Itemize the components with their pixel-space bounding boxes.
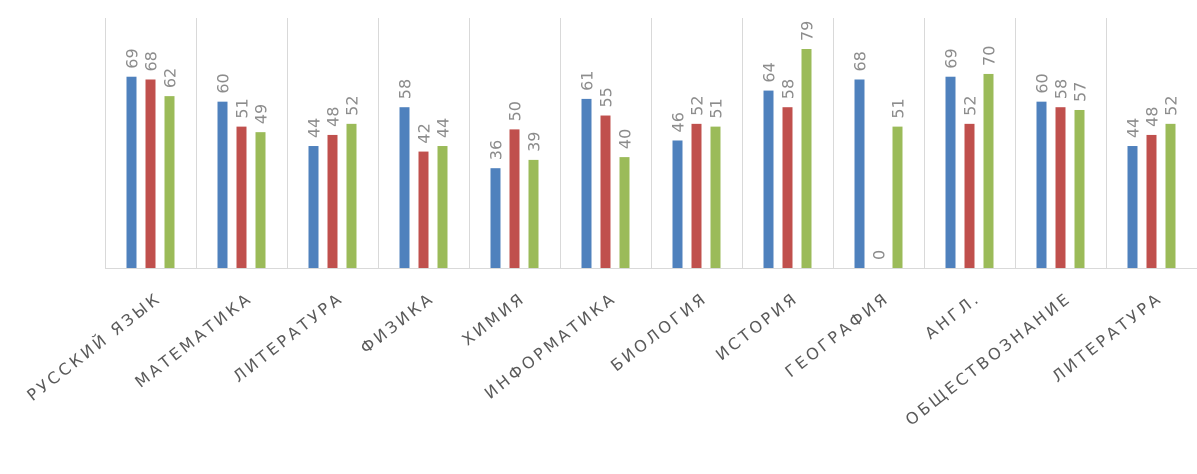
data-label: 60: [1033, 73, 1052, 93]
data-label: 44: [434, 118, 453, 138]
bar: [763, 90, 774, 268]
data-label: 62: [161, 68, 180, 88]
data-label: 39: [525, 132, 544, 152]
data-label: 42: [415, 123, 434, 143]
bar: [399, 107, 410, 269]
category-gridlines: [105, 18, 1107, 268]
data-label: 58: [779, 79, 798, 99]
bar: [782, 107, 793, 269]
bar: [217, 101, 228, 268]
data-label: 68: [142, 51, 161, 71]
bar: [672, 140, 683, 268]
data-label: 58: [1052, 79, 1071, 99]
data-label: 52: [688, 95, 707, 115]
bar: [528, 159, 539, 268]
bar: [854, 79, 865, 268]
data-label: 50: [506, 101, 525, 121]
data-label: 69: [123, 48, 142, 68]
category-label: БИОЛОГИЯ: [607, 288, 711, 375]
data-label: 57: [1071, 82, 1090, 102]
data-label: 68: [851, 51, 870, 71]
bar: [346, 123, 357, 268]
data-label: 60: [214, 73, 233, 93]
bar: [945, 76, 956, 268]
bar: [691, 123, 702, 268]
data-label: 0: [870, 250, 889, 260]
bar: [126, 76, 137, 268]
bar: [509, 129, 520, 268]
data-label: 58: [396, 79, 415, 99]
data-label: 51: [707, 98, 726, 118]
data-label: 69: [942, 48, 961, 68]
data-label: 48: [1143, 107, 1162, 127]
data-label: 46: [669, 112, 688, 132]
bar: [581, 98, 592, 268]
bar: [327, 134, 338, 268]
category-label: ОБЩЕСТВОЗНАНИЕ: [902, 288, 1075, 429]
data-label: 52: [343, 95, 362, 115]
bar: [1055, 107, 1066, 269]
data-label: 48: [324, 107, 343, 127]
data-label: 40: [616, 129, 635, 149]
bar: [600, 115, 611, 268]
data-label: 44: [305, 118, 324, 138]
bar: [490, 168, 501, 268]
category-label: ФИЗИКА: [357, 288, 438, 357]
bar: [145, 79, 156, 268]
bar: [1165, 123, 1176, 268]
bar: [892, 126, 903, 268]
data-label: 36: [487, 140, 506, 160]
data-label: 49: [252, 104, 271, 124]
category-label: ИСТОРИЯ: [712, 288, 802, 364]
bar: [1127, 146, 1138, 268]
bar: [1036, 101, 1047, 268]
data-label: 64: [760, 62, 779, 82]
data-label: 44: [1124, 118, 1143, 138]
data-label: 52: [1162, 95, 1181, 115]
bar: [236, 126, 247, 268]
bar-series: [126, 49, 1176, 269]
data-label: 51: [233, 98, 252, 118]
bar: [164, 96, 175, 268]
data-label: 70: [980, 46, 999, 66]
category-label: АНГЛ.: [921, 288, 984, 343]
data-label: 51: [889, 98, 908, 118]
data-label: 79: [798, 21, 817, 41]
data-label: 52: [961, 95, 980, 115]
bar: [964, 123, 975, 268]
bar: [437, 146, 448, 268]
bar: [619, 157, 630, 268]
bar: [983, 73, 994, 268]
category-label: ХИМИЯ: [458, 288, 529, 349]
data-label: 61: [578, 71, 597, 91]
bar: [1146, 134, 1157, 268]
data-label: 55: [597, 87, 616, 107]
bar: [308, 146, 319, 268]
bar: [801, 49, 812, 268]
bar: [1074, 109, 1085, 269]
bar: [255, 132, 266, 268]
bar: [418, 151, 429, 268]
bar: [710, 126, 721, 268]
